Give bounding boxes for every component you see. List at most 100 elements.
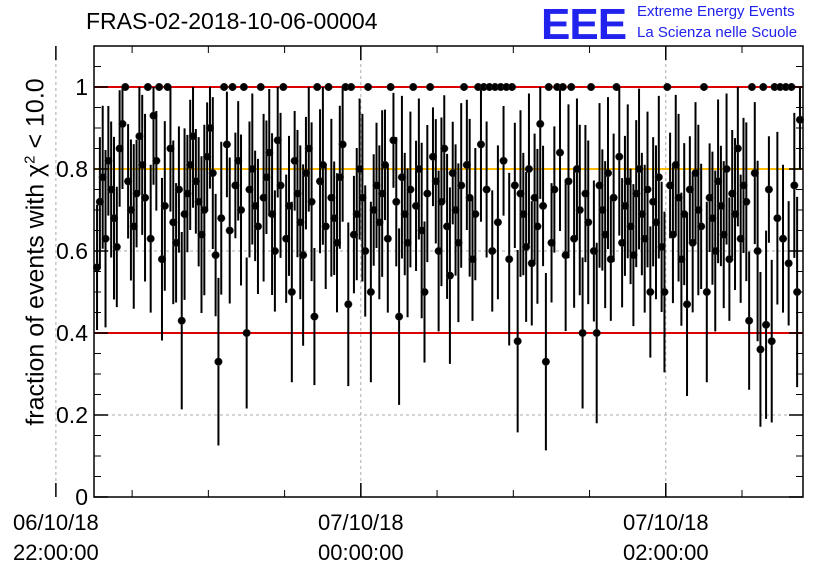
data-point: [423, 189, 432, 198]
data-point: [762, 320, 771, 329]
x-tick-date-label: 07/10/18: [318, 510, 404, 535]
axis-layer: 0 0.2 0.4 0.6 0.8 1 06/10/18 22:00:00 07/10/18 00…: [13, 45, 803, 565]
data-point: [558, 82, 567, 92]
data-point: [507, 82, 517, 92]
data-point: [242, 328, 251, 338]
data-point: [361, 246, 370, 256]
data-point: [445, 271, 454, 280]
data-point: [764, 185, 773, 194]
data-point: [239, 82, 248, 92]
data-point: [211, 251, 220, 260]
data-point: [310, 312, 319, 321]
data-point: [575, 205, 584, 215]
data-point: [253, 222, 263, 231]
data-point: [174, 185, 183, 194]
data-point: [524, 164, 534, 174]
x-tick-time-label: 00:00:00: [318, 540, 404, 565]
data-point: [663, 82, 672, 92]
data-point: [386, 82, 395, 92]
data-point: [499, 156, 508, 165]
data-point: [208, 169, 217, 178]
data-point: [270, 246, 279, 256]
data-point: [392, 197, 401, 206]
data-point: [140, 193, 150, 202]
data-point: [784, 259, 793, 268]
data-point: [646, 287, 655, 297]
data-point: [228, 82, 237, 92]
data-point: [753, 246, 762, 256]
data-point: [321, 222, 330, 231]
data-point: [287, 287, 296, 297]
data-point: [567, 82, 576, 92]
grid-layer: [55, 46, 803, 497]
data-point: [214, 357, 223, 366]
data-point: [160, 201, 169, 210]
data-point: [493, 218, 502, 227]
x-tick-time-label: 02:00:00: [623, 540, 709, 565]
data-point: [276, 181, 285, 190]
data-point: [217, 214, 226, 223]
data-point: [533, 222, 542, 231]
data-point: [615, 152, 624, 161]
data-point: [510, 181, 519, 190]
y-tick-label: 1: [75, 74, 88, 100]
data-point: [324, 82, 333, 92]
data-point: [366, 287, 375, 297]
data-point: [101, 234, 110, 243]
x-tick-date-label: 06/10/18: [13, 510, 99, 535]
logo-tagline-2: La Scienza nelle Scuole: [637, 24, 798, 41]
y-tick-label: 0.2: [56, 402, 88, 428]
data-point: [733, 144, 742, 153]
eee-logo: EEE: [541, 0, 627, 49]
data-point: [457, 181, 466, 190]
x-tick-date-label: 07/10/18: [623, 510, 709, 535]
data-point: [756, 345, 765, 354]
data-point: [660, 287, 669, 297]
data-point: [550, 185, 559, 194]
plot-frame: [93, 45, 804, 498]
data-point: [513, 337, 522, 346]
data-point: [555, 148, 565, 157]
data-point: [476, 140, 486, 149]
data-layer: [92, 82, 805, 451]
data-point: [363, 82, 373, 92]
data-point: [539, 201, 548, 210]
data-point: [155, 82, 164, 92]
data-point: [118, 119, 127, 128]
data-point: [592, 328, 601, 338]
data-point: [220, 82, 229, 92]
data-point: [578, 328, 587, 338]
data-point: [603, 169, 613, 178]
data-point: [440, 144, 449, 153]
x-tick-time-label: 22:00:00: [13, 540, 99, 565]
data-point: [702, 287, 711, 297]
data-point: [790, 181, 799, 190]
data-point: [654, 173, 663, 182]
data-point: [541, 357, 550, 366]
data-point: [152, 156, 161, 165]
y-tick-label: 0: [75, 484, 88, 510]
data-point: [778, 234, 788, 243]
data-point: [767, 337, 776, 346]
data-point: [544, 82, 553, 92]
data-point: [471, 210, 480, 219]
data-point: [536, 119, 545, 128]
data-point: [344, 300, 353, 309]
data-point: [643, 185, 652, 194]
data-point: [522, 242, 531, 251]
data-point: [177, 316, 186, 325]
data-point: [225, 226, 234, 235]
data-point: [222, 140, 231, 149]
data-point: [112, 242, 121, 251]
data-point: [699, 82, 709, 92]
data-point: [564, 177, 573, 186]
data-point: [697, 222, 706, 231]
y-tick-label: 0.6: [56, 238, 88, 264]
data-point: [420, 287, 429, 297]
data-point: [406, 185, 415, 194]
data-point: [279, 82, 288, 92]
data-point: [505, 255, 514, 264]
data-point: [725, 255, 734, 264]
data-point: [459, 82, 469, 92]
y-tick-label: 0.4: [56, 320, 88, 346]
